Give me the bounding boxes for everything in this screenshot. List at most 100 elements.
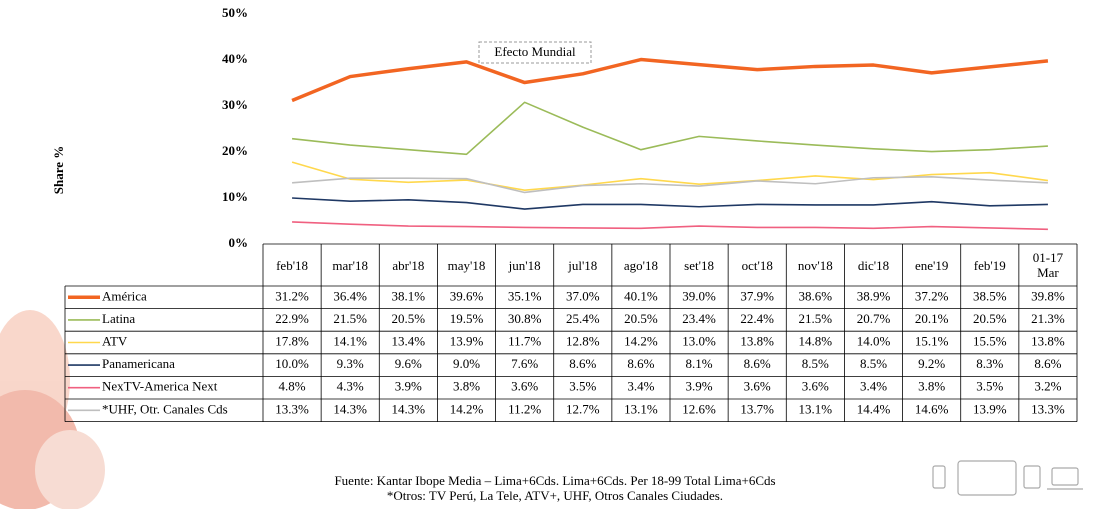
- table-value: 20.7%: [857, 311, 891, 326]
- table-value: 14.2%: [450, 401, 484, 416]
- table-value: 8.1%: [686, 356, 713, 371]
- table-value: 39.6%: [450, 288, 484, 303]
- table-value: 37.9%: [740, 288, 774, 303]
- table-value: 12.7%: [566, 401, 600, 416]
- table-value: 39.8%: [1031, 288, 1065, 303]
- table-value: 3.8%: [453, 379, 480, 394]
- table-value: 13.0%: [682, 333, 716, 348]
- table-value: 13.3%: [1031, 401, 1065, 416]
- x-tick-label: may'18: [447, 257, 486, 273]
- table-value: 14.3%: [392, 401, 426, 416]
- legend-label: NexTV-America Next: [102, 379, 218, 394]
- x-tick-label: abr'18: [392, 257, 425, 273]
- table-value: 3.4%: [860, 379, 887, 394]
- x-tick-label: nov'18: [797, 257, 833, 273]
- table-value: 4.3%: [337, 379, 364, 394]
- table-value: 11.2%: [508, 401, 541, 416]
- legend-label: Latina: [102, 311, 135, 326]
- table-value: 37.2%: [915, 288, 949, 303]
- table-value: 10.0%: [275, 356, 309, 371]
- source-note: Fuente: Kantar Ibope Media – Lima+6Cds. …: [334, 473, 775, 488]
- table-value: 14.6%: [915, 401, 949, 416]
- table-value: 13.4%: [392, 333, 426, 348]
- x-tick-label: mar'18: [332, 257, 368, 273]
- series-line: [291, 101, 1048, 156]
- y-tick-label: 20%: [222, 143, 248, 158]
- y-tick-label: 10%: [222, 189, 248, 204]
- table-value: 31.2%: [275, 288, 309, 303]
- table-value: 22.9%: [275, 311, 309, 326]
- y-tick-label: 0%: [229, 235, 249, 250]
- table-value: 8.6%: [744, 356, 771, 371]
- table-value: 13.1%: [799, 401, 833, 416]
- device-icons: [932, 460, 1083, 496]
- x-tick-label: 01-17 Mar: [1032, 250, 1064, 280]
- table-value: 4.8%: [279, 379, 306, 394]
- table-value: 14.3%: [333, 401, 367, 416]
- series-line: [291, 161, 1049, 191]
- table-value: 14.1%: [333, 333, 367, 348]
- x-tick-label: jul'18: [568, 257, 598, 273]
- table-value: 22.4%: [740, 311, 774, 326]
- table-value: 13.7%: [740, 401, 774, 416]
- series-line: [291, 57, 1049, 103]
- y-tick-label: 50%: [222, 5, 248, 20]
- decoration: [0, 310, 105, 509]
- table-value: 38.1%: [392, 288, 426, 303]
- table-value: 14.0%: [857, 333, 891, 348]
- series-line: [292, 197, 1048, 210]
- legend-label: *UHF, Otr. Canales Cds: [102, 401, 228, 416]
- table-value: 8.6%: [569, 356, 596, 371]
- series-line: [292, 221, 1048, 231]
- table-value: 3.6%: [511, 379, 538, 394]
- table-value: 3.9%: [686, 379, 713, 394]
- x-tick-label: dic'18: [857, 257, 890, 273]
- table-value: 3.4%: [627, 379, 654, 394]
- series-line: [292, 176, 1048, 194]
- table-value: 3.6%: [744, 379, 771, 394]
- table-value: 20.5%: [973, 311, 1007, 326]
- table-value: 30.8%: [508, 311, 542, 326]
- y-tick-label: 40%: [222, 51, 248, 66]
- table-value: 8.6%: [627, 356, 654, 371]
- x-tick-label: feb'19: [973, 257, 1006, 273]
- table-value: 38.5%: [973, 288, 1007, 303]
- table-value: 20.1%: [915, 311, 949, 326]
- table-value: 38.6%: [799, 288, 833, 303]
- table-value: 38.9%: [857, 288, 891, 303]
- table-value: 23.4%: [682, 311, 716, 326]
- table-value: 13.3%: [275, 401, 309, 416]
- table-value: 21.5%: [799, 311, 833, 326]
- table-value: 3.8%: [918, 379, 945, 394]
- table-value: 9.3%: [337, 356, 364, 371]
- table-value: 8.6%: [1034, 356, 1061, 371]
- table-value: 13.9%: [973, 401, 1007, 416]
- table-value: 3.9%: [395, 379, 422, 394]
- table-value: 21.5%: [333, 311, 367, 326]
- table-value: 20.5%: [624, 311, 658, 326]
- table-value: 14.2%: [624, 333, 658, 348]
- table-value: 8.5%: [860, 356, 887, 371]
- x-tick-label: set'18: [684, 257, 714, 273]
- table-value: 3.6%: [802, 379, 829, 394]
- annotation: Efecto Mundial: [494, 44, 576, 59]
- table-value: 39.0%: [682, 288, 716, 303]
- table-value: 13.9%: [450, 333, 484, 348]
- x-tick-label: jun'18: [508, 257, 541, 273]
- footnote: *Otros: TV Perú, La Tele, ATV+, UHF, Otr…: [387, 488, 723, 503]
- table-value: 36.4%: [333, 288, 367, 303]
- table-value: 14.8%: [799, 333, 833, 348]
- table-value: 9.0%: [453, 356, 480, 371]
- legend-label: Panamericana: [102, 356, 175, 371]
- y-axis-title: Share %: [51, 146, 66, 195]
- table-value: 11.7%: [508, 333, 541, 348]
- table-value: 14.4%: [857, 401, 891, 416]
- table-value: 13.8%: [740, 333, 774, 348]
- x-tick-label: feb'18: [276, 257, 309, 273]
- table-value: 9.2%: [918, 356, 945, 371]
- table-value: 9.6%: [395, 356, 422, 371]
- legend-label: América: [102, 288, 147, 303]
- table-value: 12.6%: [682, 401, 716, 416]
